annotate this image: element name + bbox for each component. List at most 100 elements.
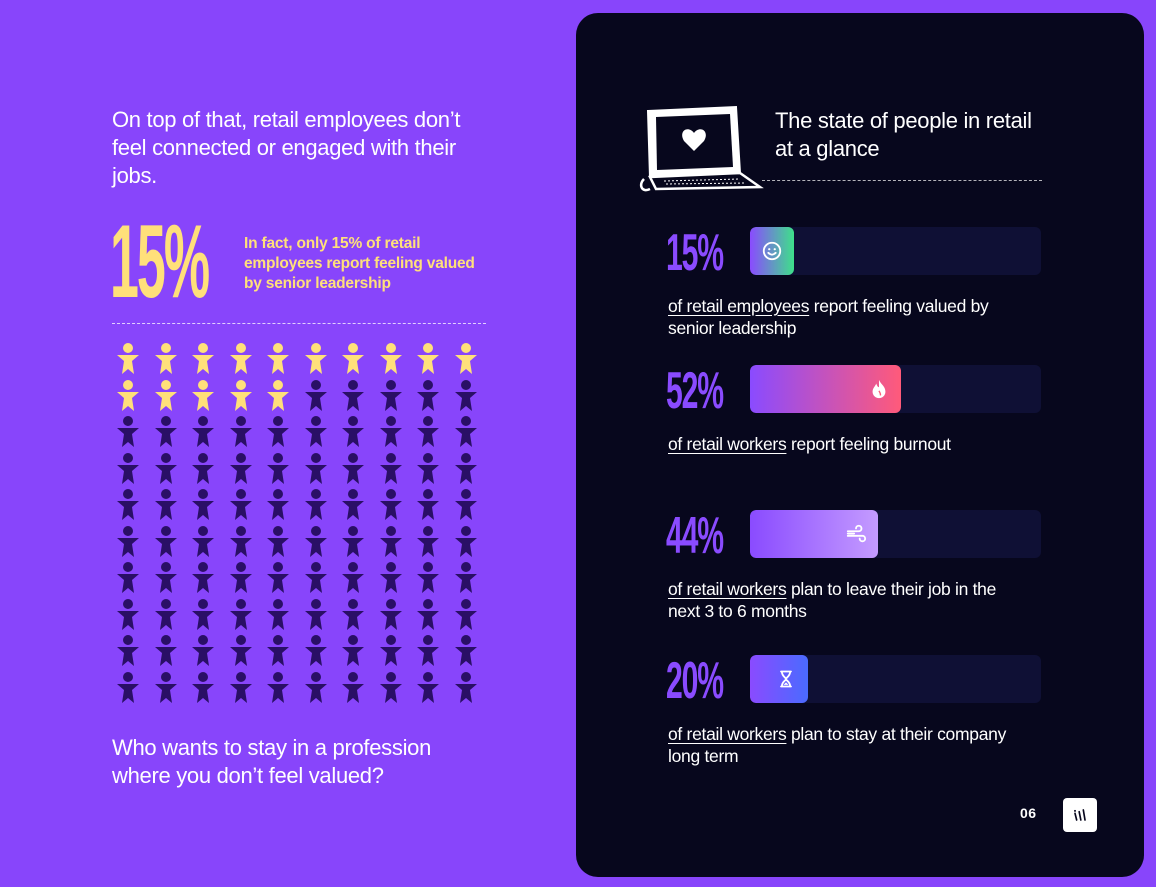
stat-bar-track xyxy=(750,227,1041,275)
stat-percentage: 44% xyxy=(666,507,724,565)
stat-link-text[interactable]: of retail workers xyxy=(668,579,787,599)
person-icon xyxy=(152,598,190,635)
person-icon xyxy=(302,488,340,525)
person-icon xyxy=(189,488,227,525)
person-icon xyxy=(452,561,490,598)
person-icon-highlighted xyxy=(339,342,377,379)
person-icon xyxy=(227,488,265,525)
person-icon xyxy=(452,598,490,635)
person-icon xyxy=(227,561,265,598)
stat-link-text[interactable]: of retail workers xyxy=(668,434,787,454)
person-icon xyxy=(264,415,302,452)
person-icon-highlighted xyxy=(152,342,190,379)
person-icon xyxy=(377,379,415,416)
person-icon xyxy=(377,488,415,525)
page-number: 06 xyxy=(1020,805,1037,821)
person-icon xyxy=(152,671,190,708)
person-icon xyxy=(377,634,415,671)
stat-link-text[interactable]: of retail employees xyxy=(668,296,810,316)
person-icon xyxy=(452,379,490,416)
laptop-heart-icon xyxy=(636,103,766,193)
person-icon xyxy=(189,671,227,708)
person-icon xyxy=(114,525,152,562)
stat-rest-text: plan to stay at their company long term xyxy=(668,724,1007,766)
person-icon xyxy=(377,598,415,635)
person-icon xyxy=(452,488,490,525)
person-icon xyxy=(414,452,452,489)
stat-percentage: 52% xyxy=(666,362,724,420)
panel-divider xyxy=(762,180,1042,181)
person-icon xyxy=(377,671,415,708)
person-icon xyxy=(302,379,340,416)
big-stat-percentage: 15% xyxy=(110,204,210,320)
people-icon-grid xyxy=(114,342,486,703)
person-icon xyxy=(152,488,190,525)
person-icon-highlighted xyxy=(114,379,152,416)
person-icon xyxy=(414,525,452,562)
person-icon xyxy=(452,671,490,708)
person-icon-highlighted xyxy=(114,342,152,379)
person-icon xyxy=(414,598,452,635)
person-icon-highlighted xyxy=(227,342,265,379)
person-icon xyxy=(302,525,340,562)
outro-question: Who wants to stay in a profession where … xyxy=(112,735,432,788)
person-icon xyxy=(452,415,490,452)
person-icon-highlighted xyxy=(189,379,227,416)
person-icon xyxy=(339,598,377,635)
stat-rest-text: plan to leave their job in the next 3 to… xyxy=(668,579,997,621)
person-icon xyxy=(189,452,227,489)
big-stat-description: In fact, only 15% of retail employees re… xyxy=(244,235,475,292)
person-icon xyxy=(114,671,152,708)
stat-rest-text: report feeling valued by senior leadersh… xyxy=(668,296,989,338)
person-icon xyxy=(339,561,377,598)
stats-panel: The state of people in retail at a glanc… xyxy=(576,13,1144,877)
stat-percentage: 15% xyxy=(666,224,724,282)
person-icon-highlighted xyxy=(452,342,490,379)
stat-description: of retail workers report feeling burnout xyxy=(668,433,1008,455)
person-icon xyxy=(302,452,340,489)
stat-link-text[interactable]: of retail workers xyxy=(668,724,787,744)
person-icon xyxy=(152,525,190,562)
person-icon xyxy=(377,561,415,598)
intro-text: On top of that, retail employees don’t f… xyxy=(112,107,461,188)
flame-icon xyxy=(865,375,893,403)
person-icon xyxy=(339,452,377,489)
stat-bar-fill xyxy=(750,510,878,558)
person-icon xyxy=(302,598,340,635)
person-icon xyxy=(414,561,452,598)
divider xyxy=(112,323,486,324)
person-icon-highlighted xyxy=(189,342,227,379)
person-icon xyxy=(302,561,340,598)
person-icon-highlighted xyxy=(264,379,302,416)
person-icon xyxy=(264,488,302,525)
stat-bar-fill xyxy=(750,655,808,703)
person-icon xyxy=(114,488,152,525)
person-icon xyxy=(264,671,302,708)
person-icon xyxy=(227,598,265,635)
person-icon xyxy=(339,488,377,525)
person-icon-highlighted xyxy=(302,342,340,379)
person-icon xyxy=(152,561,190,598)
person-icon xyxy=(339,671,377,708)
person-icon xyxy=(452,452,490,489)
stat-bar-fill xyxy=(750,227,794,275)
person-icon xyxy=(339,415,377,452)
smile-icon xyxy=(758,237,786,265)
person-icon xyxy=(227,415,265,452)
person-icon xyxy=(227,452,265,489)
person-icon xyxy=(414,671,452,708)
person-icon xyxy=(339,379,377,416)
stat-description: of retail employees report feeling value… xyxy=(668,295,1008,339)
stat-description: of retail workers plan to leave their jo… xyxy=(668,578,1008,622)
person-icon xyxy=(414,415,452,452)
person-icon xyxy=(152,415,190,452)
person-icon xyxy=(227,634,265,671)
person-icon-highlighted xyxy=(227,379,265,416)
stat-bar-track xyxy=(750,365,1041,413)
stat-description: of retail workers plan to stay at their … xyxy=(668,723,1008,767)
person-icon xyxy=(189,415,227,452)
person-icon xyxy=(114,415,152,452)
person-icon xyxy=(227,671,265,708)
person-icon xyxy=(189,634,227,671)
person-icon-highlighted xyxy=(414,342,452,379)
